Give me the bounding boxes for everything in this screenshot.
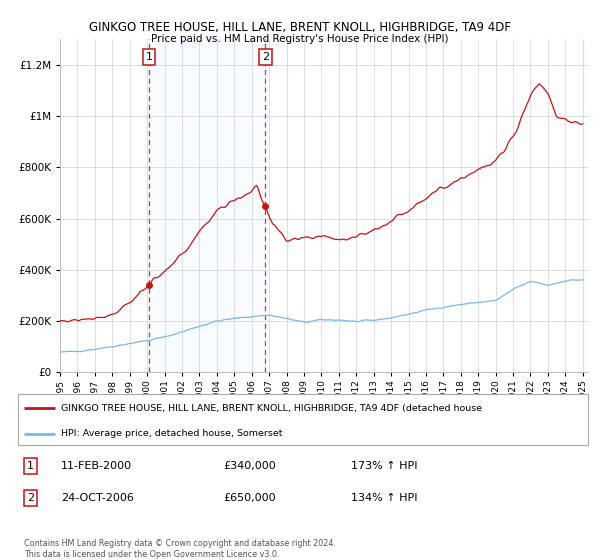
Text: Contains HM Land Registry data © Crown copyright and database right 2024.: Contains HM Land Registry data © Crown c… — [24, 539, 336, 548]
Text: £650,000: £650,000 — [223, 493, 276, 503]
Text: 2: 2 — [262, 52, 269, 62]
Bar — [578, 39, 586, 372]
Text: 24-OCT-2006: 24-OCT-2006 — [61, 493, 134, 503]
Text: 173% ↑ HPI: 173% ↑ HPI — [352, 461, 418, 471]
Text: HPI: Average price, detached house, Somerset: HPI: Average price, detached house, Some… — [61, 430, 282, 438]
Bar — [149, 39, 265, 372]
Text: GINKGO TREE HOUSE, HILL LANE, BRENT KNOLL, HIGHBRIDGE, TA9 4DF (detached house: GINKGO TREE HOUSE, HILL LANE, BRENT KNOL… — [61, 404, 482, 413]
Text: Price paid vs. HM Land Registry's House Price Index (HPI): Price paid vs. HM Land Registry's House … — [151, 34, 449, 44]
Text: 1: 1 — [145, 52, 152, 62]
Text: 11-FEB-2000: 11-FEB-2000 — [61, 461, 132, 471]
Text: GINKGO TREE HOUSE, HILL LANE, BRENT KNOLL, HIGHBRIDGE, TA9 4DF: GINKGO TREE HOUSE, HILL LANE, BRENT KNOL… — [89, 21, 511, 34]
Text: 134% ↑ HPI: 134% ↑ HPI — [352, 493, 418, 503]
Text: 2: 2 — [27, 493, 34, 503]
Text: This data is licensed under the Open Government Licence v3.0.: This data is licensed under the Open Gov… — [24, 550, 280, 559]
Text: 1: 1 — [27, 461, 34, 471]
Text: £340,000: £340,000 — [223, 461, 276, 471]
